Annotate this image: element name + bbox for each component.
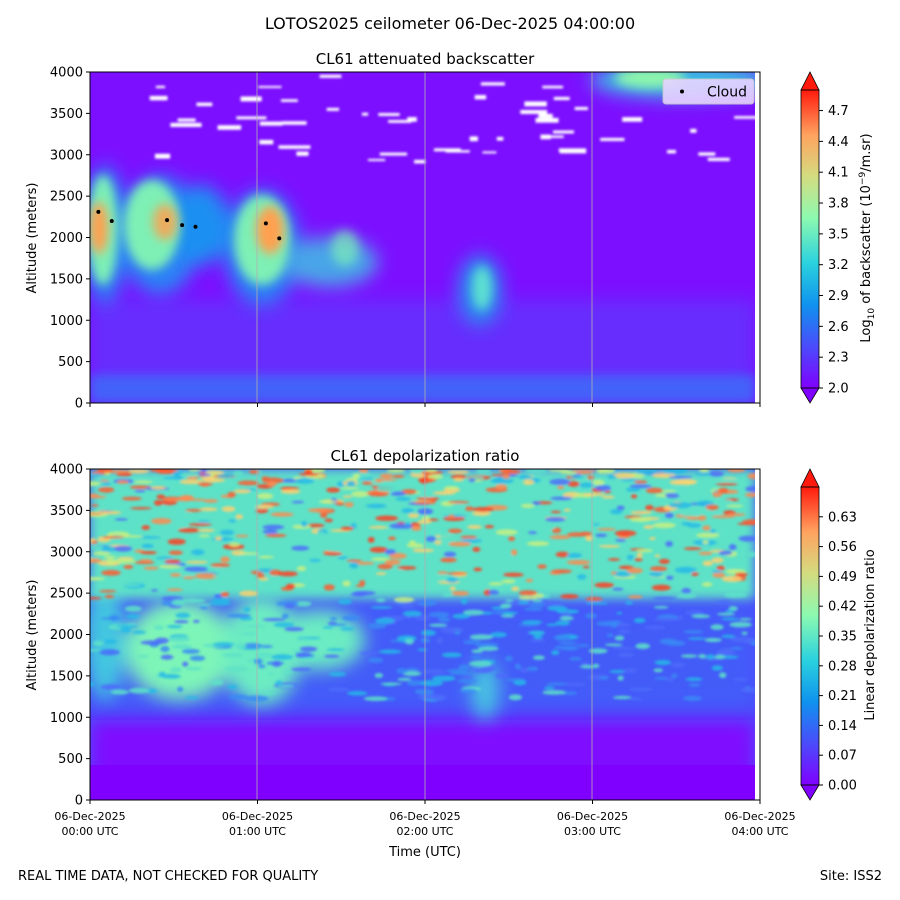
x-tick-date: 06-Dec-2025 [557,810,628,823]
y-tick-label: 500 [58,355,83,370]
cloud-point [263,221,268,226]
backscatter-heatmap [90,72,755,403]
colorbar-tick-label: 4.7 [828,104,849,119]
colorbar-tick-label: 0.63 [828,510,857,525]
colorbar-tick-label: 0.28 [828,659,857,674]
cloud-point [193,224,198,229]
x-tick-time: 01:00 UTC [229,825,286,838]
colorbar-tick-label: 0.56 [828,540,857,555]
x-tick-time: 02:00 UTC [396,825,453,838]
backscatter-colorbar: 2.0 2.3 2.6 2.9 3.2 3.5 3.8 4.1 4.4 4.7 Log10 of … [800,71,877,404]
depolarization-colorbar: 0.00 0.07 0.14 0.21 0.28 0.35 0.42 0.49 0.56 0.63… [800,468,878,801]
colorbar-tick-label: 2.0 [828,382,849,397]
y-tick-label: 3500 [50,107,83,122]
colorbar-tick-label: 0.00 [828,779,857,794]
figure-title: LOTOS2025 ceilometer 06-Dec-2025 04:00:0… [264,14,636,33]
backscatter-colorbar-label: Log10 of backscatter (10−9/m.sr) [858,133,877,342]
y-tick-label: 0 [75,397,83,412]
cloud-point [96,209,101,214]
colorbar-tick-label: 0.14 [828,719,857,734]
y-tick-label: 2000 [50,231,83,246]
x-tick-date: 06-Dec-2025 [222,810,293,823]
y-tick-label: 3500 [50,504,83,519]
backscatter-panel: CL61 attenuated backscatter [25,50,877,412]
x-tick-time: 03:00 UTC [564,825,621,838]
depolarization-grid [256,469,593,800]
colorbar-tick-label: 2.3 [828,351,849,366]
legend-marker [680,89,684,94]
depolarization-title: CL61 depolarization ratio [331,447,520,465]
colorbar-tick-label: 0.49 [828,570,857,585]
y-tick-label: 0 [75,794,83,809]
backscatter-title: CL61 attenuated backscatter [316,50,535,68]
x-tick-date: 06-Dec-2025 [389,810,460,823]
y-tick-label: 1000 [50,711,83,726]
depolarization-ylabel: Altitude (meters) [25,580,40,691]
y-tick-label: 4000 [50,66,83,81]
site-label: Site: ISS2 [819,869,882,884]
x-tick-time: 00:00 UTC [61,825,118,838]
colorbar-tick-label: 0.07 [828,749,857,764]
quality-disclaimer: REAL TIME DATA, NOT CHECKED FOR QUALITY [18,869,319,884]
colorbar-tick-label: 4.1 [828,166,849,181]
colorbar-tick-label: 3.2 [828,258,849,273]
cloud-point [277,236,282,241]
depolarization-heatmap [90,469,755,800]
colorbar-tick-label: 0.35 [828,630,857,645]
xaxis-label: Time (UTC) [388,845,461,860]
colorbar-tick-label: 2.9 [828,289,849,304]
cloud-point [180,223,185,228]
x-tick-date: 06-Dec-2025 [724,810,795,823]
backscatter-grid [256,72,593,403]
y-tick-label: 4000 [50,463,83,478]
x-tick-time: 04:00 UTC [731,825,788,838]
colorbar-tick-label: 0.42 [828,600,857,615]
x-tick-date: 06-Dec-2025 [54,810,125,823]
depolarization-colorbar-label: Linear depolarization ratio [863,549,878,720]
y-tick-label: 500 [58,752,83,767]
backscatter-ylabel: Altitude (meters) [25,183,40,294]
y-tick-label: 2000 [50,628,83,643]
y-tick-label: 2500 [50,190,83,205]
colorbar-tick-label: 4.4 [828,135,849,150]
y-tick-label: 2500 [50,587,83,602]
legend: Cloud [662,78,755,105]
colorbar-tick-label: 3.8 [828,197,849,212]
cloud-point [165,218,170,223]
y-tick-label: 3000 [50,148,83,163]
cloud-point [109,218,114,223]
colorbar-tick-label: 2.6 [828,320,849,335]
depolarization-panel: CL61 depolarization ratio [25,447,878,860]
y-tick-label: 1000 [50,314,83,329]
y-tick-label: 3000 [50,545,83,560]
colorbar-tick-label: 0.21 [828,689,857,704]
colorbar-tick-label: 3.5 [828,227,849,242]
y-tick-label: 1500 [50,669,83,684]
y-tick-label: 1500 [50,272,83,287]
legend-label: Cloud [707,85,747,101]
